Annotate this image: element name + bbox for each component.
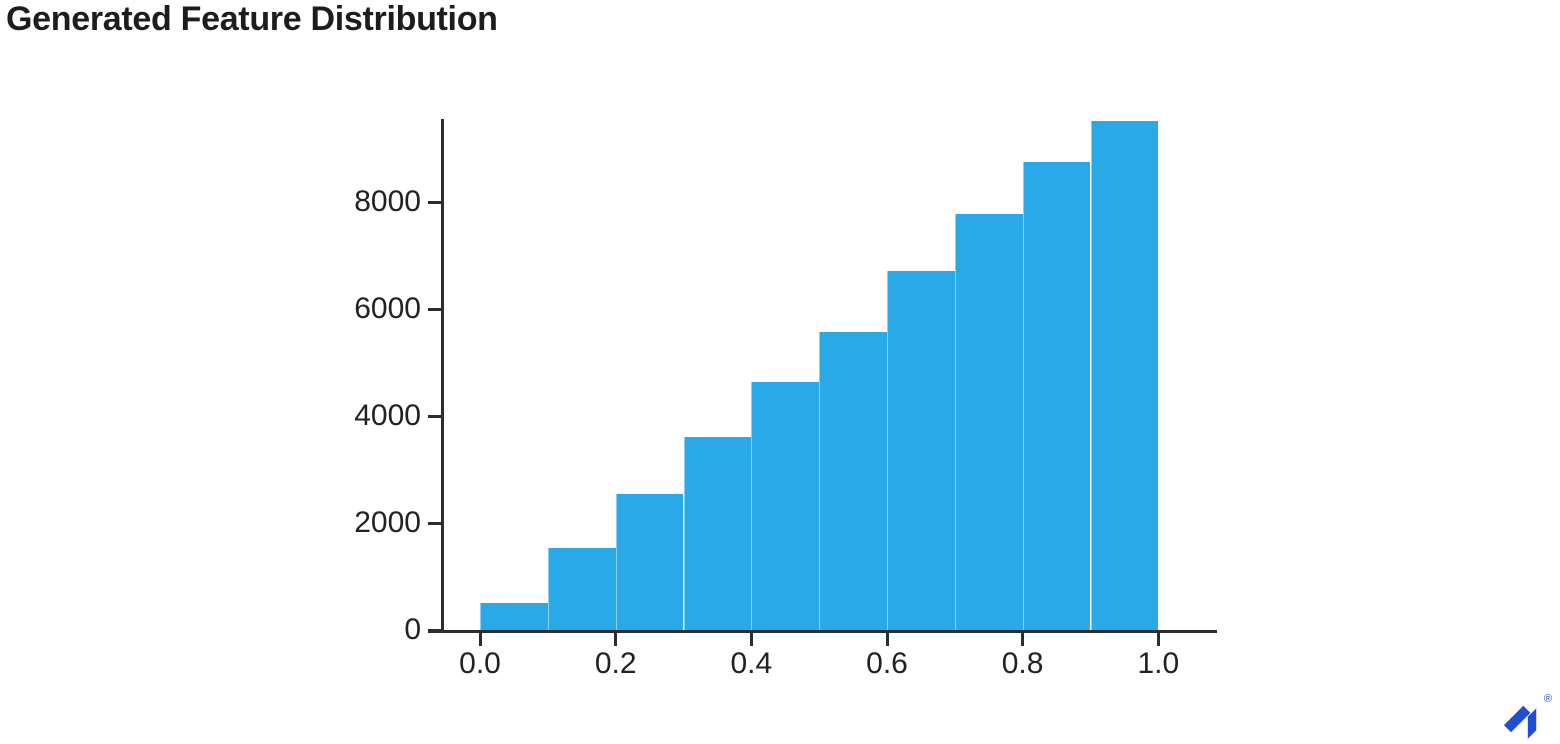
histogram-bar — [683, 436, 752, 630]
y-axis-tick — [428, 521, 442, 525]
y-tick-label: 4000 — [354, 399, 421, 432]
x-tick-label: 0.2 — [594, 647, 637, 680]
x-axis-tick — [749, 633, 753, 646]
x-tick-label: 0.8 — [1001, 647, 1044, 680]
histogram-bar — [1022, 161, 1091, 630]
x-axis-tick — [1156, 633, 1160, 646]
x-tick-label: 0.6 — [866, 647, 908, 680]
histogram-bar — [887, 271, 955, 630]
y-tick-label: 6000 — [354, 292, 421, 325]
y-tick-label: 0 — [404, 613, 421, 646]
histogram-bar — [547, 548, 616, 630]
y-axis-tick — [428, 307, 442, 311]
histogram-bar — [751, 381, 820, 630]
histogram-bar — [819, 332, 887, 630]
x-tick-label: 0.0 — [459, 647, 501, 680]
x-axis-line — [428, 630, 1217, 633]
y-axis-tick — [428, 414, 442, 418]
y-axis-tick — [428, 628, 442, 632]
histogram-bar — [615, 494, 684, 630]
y-tick-label: 8000 — [354, 185, 421, 218]
chart-title: Generated Feature Distribution — [6, 0, 498, 38]
x-axis-tick — [885, 633, 889, 646]
y-axis-tick — [428, 200, 442, 204]
y-axis-line — [441, 119, 444, 633]
toptal-logo: ® — [1498, 694, 1554, 742]
x-tick-label: 0.4 — [730, 647, 773, 680]
registered-trademark: ® — [1543, 693, 1552, 705]
x-tick-label: 1.0 — [1137, 647, 1180, 680]
histogram-bar — [1090, 120, 1159, 630]
histogram-bar — [954, 213, 1023, 630]
y-tick-label: 2000 — [354, 506, 421, 539]
x-axis-tick — [478, 633, 482, 646]
x-axis-tick — [1021, 633, 1025, 646]
toptal-logo-mark — [1503, 705, 1537, 739]
x-axis-tick — [614, 633, 618, 646]
histogram-bar — [480, 603, 548, 631]
